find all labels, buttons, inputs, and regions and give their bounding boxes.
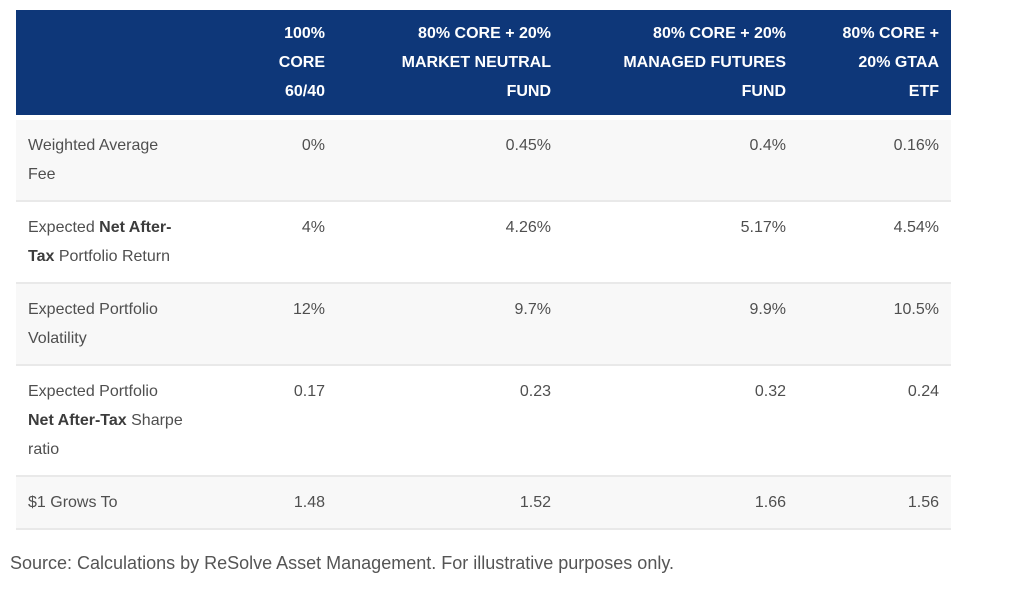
source-note: Source: Calculations by ReSolve Asset Ma… xyxy=(10,553,674,573)
table-row: $1 Grows To 1.48 1.52 1.66 1.56 xyxy=(16,476,951,529)
value-cell: 1.56 xyxy=(907,494,939,511)
row-label-segment: Expected xyxy=(28,219,100,236)
table-header: 100% CORE 60/40 80% CORE + 20% MARKET NEU… xyxy=(16,10,951,118)
value-cell: 5.17% xyxy=(740,219,786,236)
value-cell: 0.45% xyxy=(505,137,551,154)
row-label-segment: Expected Portfolio Volatility xyxy=(28,301,158,347)
column-header: 80% CORE + 20% MANAGED FUTURES FUND xyxy=(563,10,798,118)
value-cell: 1.52 xyxy=(519,494,551,511)
portfolio-comparison-table: 100% CORE 60/40 80% CORE + 20% MARKET NEU… xyxy=(16,10,951,530)
value-cell: 9.9% xyxy=(749,301,786,318)
row-label-segment: Sharpe ratio xyxy=(28,412,183,458)
value-cell: 0.32 xyxy=(754,383,786,400)
row-label-segment: Portfolio Return xyxy=(54,248,170,265)
row-label: $1 Grows To xyxy=(16,476,200,529)
row-label: Expected Portfolio Volatility xyxy=(16,283,200,365)
value-cell: 10.5% xyxy=(893,301,939,318)
value-cell: 0.16% xyxy=(893,137,939,154)
row-label: Expected Net After-Tax Portfolio Return xyxy=(16,201,200,283)
value-cell: 0.4% xyxy=(749,137,786,154)
column-header: 80% CORE + 20% MARKET NEUTRAL FUND xyxy=(337,10,563,118)
table-row: Expected Portfolio Volatility 12% 9.7% 9.9%… xyxy=(16,283,951,365)
value-cell: 4.54% xyxy=(893,219,939,236)
row-label: Expected Portfolio Net After-Tax Sharpe … xyxy=(16,365,200,476)
corner-header-cell xyxy=(16,10,200,118)
row-label-segment: Weighted Average Fee xyxy=(28,137,159,183)
value-cell: 0.23 xyxy=(519,383,551,400)
value-cell: 0.17 xyxy=(293,383,325,400)
table-row: Expected Net After-Tax Portfolio Return 4… xyxy=(16,201,951,283)
value-cell: 12% xyxy=(292,301,325,318)
value-cell: 1.66 xyxy=(754,494,786,511)
value-cell: 0% xyxy=(301,137,325,154)
column-header: 80% CORE + 20% GTAA ETF xyxy=(798,10,951,118)
value-cell: 0.24 xyxy=(907,383,939,400)
row-label-bold-segment: Net After-Tax xyxy=(28,412,127,429)
value-cell: 1.48 xyxy=(293,494,325,511)
header-row: 100% CORE 60/40 80% CORE + 20% MARKET NEU… xyxy=(16,10,951,118)
row-label-bold-segment: Net After-Tax xyxy=(28,219,172,265)
column-header: 100% CORE 60/40 xyxy=(200,10,337,118)
value-cell: 4.26% xyxy=(505,219,551,236)
row-label: Weighted Average Fee xyxy=(16,118,200,202)
value-cell: 4% xyxy=(301,219,325,236)
row-label-segment: $1 Grows To xyxy=(28,494,118,511)
value-cell: 9.7% xyxy=(514,301,551,318)
row-label-segment: Expected Portfolio xyxy=(28,383,158,400)
table-row: Expected Portfolio Net After-Tax Sharpe … xyxy=(16,365,951,476)
table-body: Weighted Average Fee 0% 0.45% 0.4% 0.16% Expe… xyxy=(16,117,951,529)
table-row: Weighted Average Fee 0% 0.45% 0.4% 0.16% xyxy=(16,117,951,202)
